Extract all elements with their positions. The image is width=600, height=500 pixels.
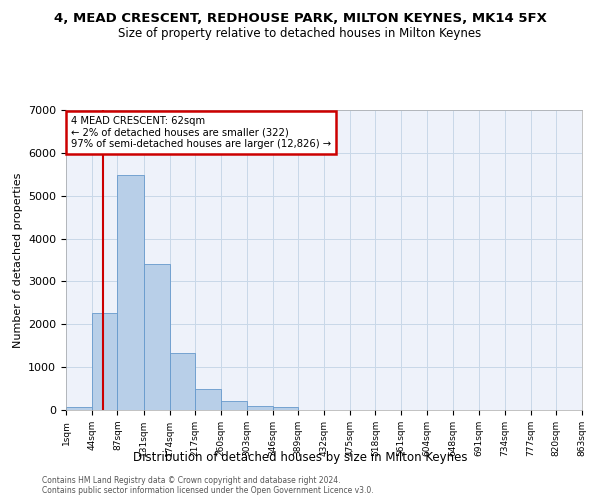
Bar — [144, 264, 170, 410]
Bar — [66, 407, 92, 410]
Text: 4 MEAD CRESCENT: 62sqm
← 2% of detached houses are smaller (322)
97% of semi-det: 4 MEAD CRESCENT: 62sqm ← 2% of detached … — [71, 116, 331, 149]
Text: Size of property relative to detached houses in Milton Keynes: Size of property relative to detached ho… — [118, 28, 482, 40]
Bar — [272, 407, 298, 410]
Text: 4, MEAD CRESCENT, REDHOUSE PARK, MILTON KEYNES, MK14 5FX: 4, MEAD CRESCENT, REDHOUSE PARK, MILTON … — [53, 12, 547, 26]
Bar — [92, 312, 118, 410]
Bar — [221, 402, 247, 410]
Text: Distribution of detached houses by size in Milton Keynes: Distribution of detached houses by size … — [133, 451, 467, 464]
Bar — [170, 354, 195, 410]
Y-axis label: Number of detached properties: Number of detached properties — [13, 172, 23, 348]
Bar — [247, 406, 272, 410]
Bar — [118, 176, 144, 410]
Bar — [195, 389, 221, 410]
Text: Contains HM Land Registry data © Crown copyright and database right 2024.
Contai: Contains HM Land Registry data © Crown c… — [42, 476, 374, 495]
